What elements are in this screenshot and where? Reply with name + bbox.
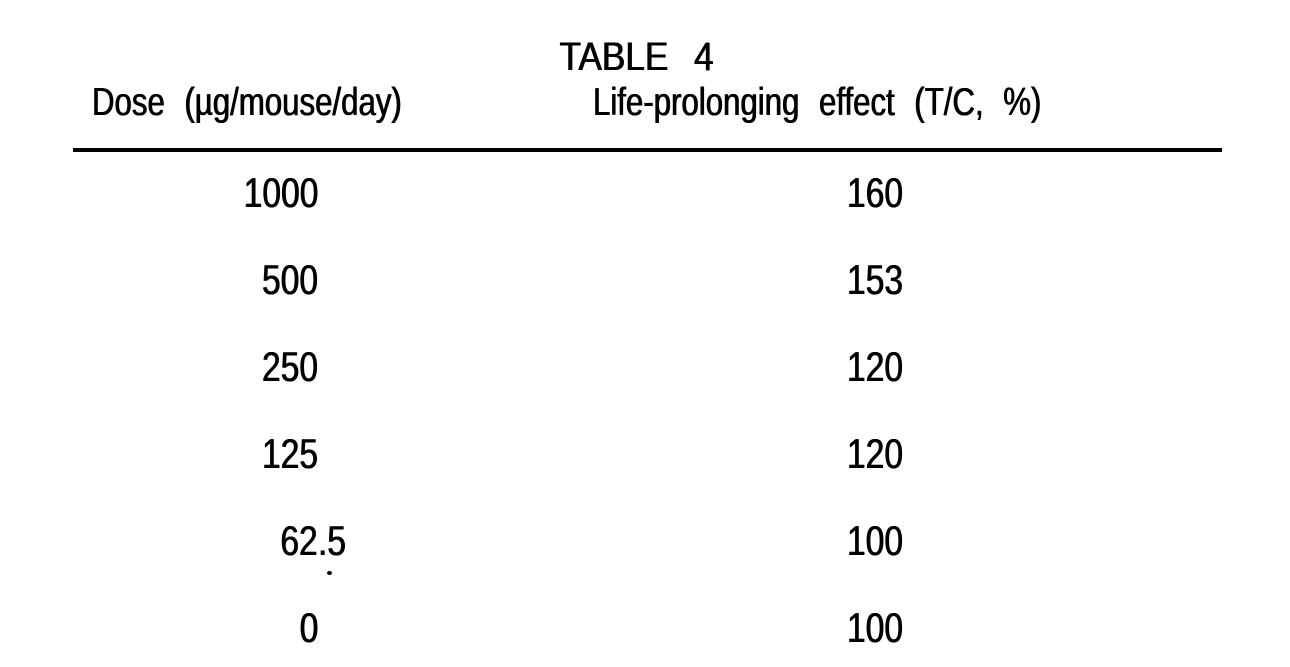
column-header-effect-text: Life-prolonging effect (T/C, %): [593, 81, 1042, 124]
effect-value: 100: [847, 517, 904, 564]
dose-fraction: .5: [318, 497, 353, 584]
dose-int: 125: [261, 430, 318, 477]
effect-value-cell: 100: [847, 497, 917, 584]
dose-int: 0: [299, 604, 318, 651]
table-title-text: TABLE 4: [559, 35, 715, 79]
column-header-dose-text: Dose (µg/mouse/day): [92, 81, 402, 124]
dose-value: 250: [0, 323, 318, 410]
dose-value: 62: [0, 497, 318, 584]
effect-value: 160: [847, 169, 904, 216]
effect-value: 100: [847, 604, 904, 651]
dose-int: 62: [280, 517, 318, 564]
dose-frac: .5: [318, 517, 347, 564]
effect-value: 120: [847, 430, 904, 477]
dose-value: 0: [0, 584, 318, 667]
dose-value: 500: [0, 236, 318, 323]
table-row: 250 120: [0, 323, 1290, 410]
header-rule: [73, 148, 1222, 152]
column-header-effect: Life-prolonging effect (T/C, %): [593, 83, 1153, 122]
table-row: 125 120: [0, 410, 1290, 497]
effect-value-cell: 160: [847, 149, 917, 236]
effect-value-cell: 153: [847, 236, 917, 323]
effect-value: 120: [847, 343, 904, 390]
table-title: TABLE 4: [0, 37, 1282, 77]
effect-value-cell: 120: [847, 410, 917, 497]
column-header-dose: Dose (µg/mouse/day): [92, 83, 479, 122]
stray-dot-artifact: [327, 571, 332, 575]
effect-value-cell: 100: [847, 584, 917, 667]
table-row: 1000 160: [0, 149, 1290, 236]
dose-int: 1000: [243, 169, 318, 216]
dose-value: 125: [0, 410, 318, 497]
effect-value-cell: 120: [847, 323, 917, 410]
dose-int: 500: [261, 256, 318, 303]
effect-value: 153: [847, 256, 904, 303]
table-rows: 1000 160 500 153 250: [0, 149, 1290, 667]
dose-value: 1000: [0, 149, 318, 236]
table-row: 62 .5 100: [0, 497, 1290, 584]
table-row: 0 100: [0, 584, 1290, 667]
table-row: 500 153: [0, 236, 1290, 323]
dose-int: 250: [261, 343, 318, 390]
